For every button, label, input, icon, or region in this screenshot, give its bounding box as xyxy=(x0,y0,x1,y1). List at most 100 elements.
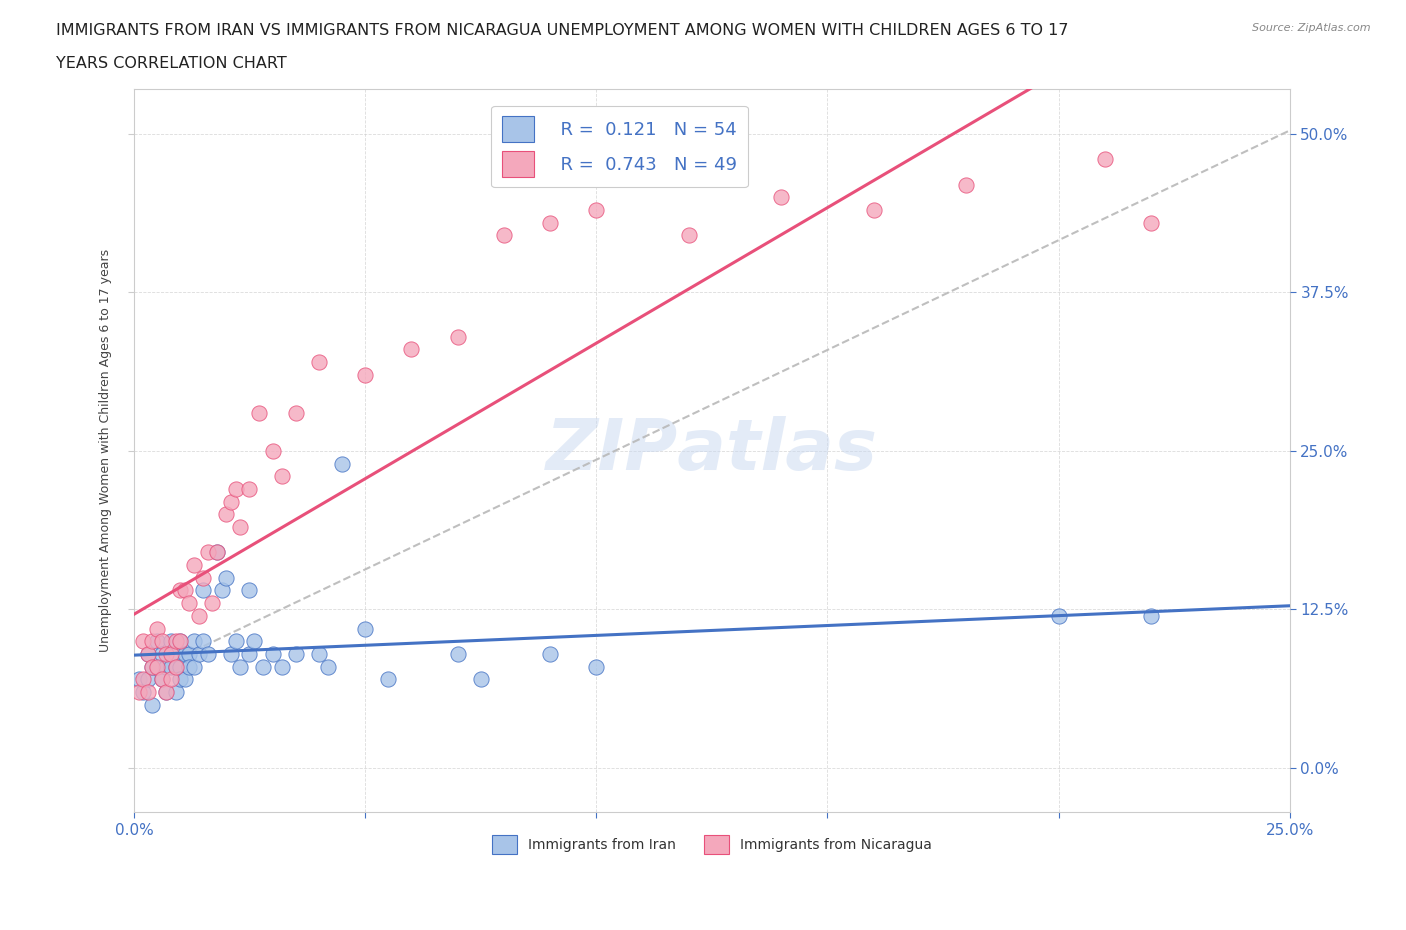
Point xyxy=(165,633,187,648)
Point xyxy=(136,671,159,686)
Point xyxy=(238,646,260,661)
Point xyxy=(308,354,330,369)
Point xyxy=(146,621,169,636)
Point xyxy=(150,646,173,661)
Point xyxy=(128,684,150,699)
Point xyxy=(183,633,205,648)
Point xyxy=(770,190,793,205)
Point xyxy=(165,684,187,699)
Point xyxy=(136,646,159,661)
Point xyxy=(155,646,177,661)
Point xyxy=(146,659,169,674)
Point xyxy=(169,671,191,686)
Point xyxy=(150,671,173,686)
Point xyxy=(215,570,238,585)
Point xyxy=(1140,608,1163,623)
Y-axis label: Unemployment Among Women with Children Ages 6 to 17 years: Unemployment Among Women with Children A… xyxy=(100,249,112,653)
Point xyxy=(150,633,173,648)
Point xyxy=(1047,608,1070,623)
Point xyxy=(538,646,561,661)
Point xyxy=(284,646,307,661)
Point xyxy=(229,659,252,674)
Point xyxy=(165,659,187,674)
Point xyxy=(193,583,215,598)
Point xyxy=(193,570,215,585)
Point xyxy=(165,646,187,661)
Point xyxy=(160,671,183,686)
Point xyxy=(308,646,330,661)
Point xyxy=(955,177,977,192)
Point xyxy=(173,671,195,686)
Point xyxy=(197,545,219,560)
Point xyxy=(169,633,191,648)
Point xyxy=(205,545,228,560)
Point xyxy=(211,583,233,598)
Point xyxy=(238,482,260,497)
Point xyxy=(136,646,159,661)
Point xyxy=(132,633,155,648)
Point xyxy=(160,646,183,661)
Point xyxy=(141,659,163,674)
Point xyxy=(179,659,201,674)
Text: IMMIGRANTS FROM IRAN VS IMMIGRANTS FROM NICARAGUA UNEMPLOYMENT AMONG WOMEN WITH : IMMIGRANTS FROM IRAN VS IMMIGRANTS FROM … xyxy=(56,23,1069,38)
Point xyxy=(354,367,377,382)
Point xyxy=(141,698,163,712)
Point xyxy=(330,456,353,471)
Point xyxy=(173,646,195,661)
Point xyxy=(169,633,191,648)
Point xyxy=(146,659,169,674)
Text: ZIP​atlas: ZIP​atlas xyxy=(546,417,877,485)
Point xyxy=(132,671,155,686)
Point xyxy=(585,203,607,218)
Point xyxy=(160,633,183,648)
Point xyxy=(243,633,266,648)
Point xyxy=(136,684,159,699)
Point xyxy=(262,444,284,458)
Point xyxy=(155,684,177,699)
Point xyxy=(538,215,561,230)
Point xyxy=(146,633,169,648)
Point xyxy=(197,646,219,661)
Point xyxy=(225,633,247,648)
Point xyxy=(173,583,195,598)
Point xyxy=(187,608,209,623)
Point xyxy=(169,583,191,598)
Point xyxy=(165,659,187,674)
Point xyxy=(862,203,884,218)
Point xyxy=(229,520,252,535)
Point xyxy=(377,671,399,686)
Point xyxy=(183,558,205,573)
Point xyxy=(169,659,191,674)
Point xyxy=(141,659,163,674)
Text: Source: ZipAtlas.com: Source: ZipAtlas.com xyxy=(1253,23,1371,33)
Point xyxy=(262,646,284,661)
Point xyxy=(219,494,242,509)
Point xyxy=(238,583,260,598)
Text: YEARS CORRELATION CHART: YEARS CORRELATION CHART xyxy=(56,56,287,71)
Point xyxy=(132,684,155,699)
Point xyxy=(270,469,292,484)
Point xyxy=(247,405,270,420)
Point xyxy=(446,646,468,661)
Point xyxy=(446,329,468,344)
Point xyxy=(225,482,247,497)
Point xyxy=(284,405,307,420)
Point xyxy=(492,228,515,243)
Point xyxy=(201,596,224,611)
Point xyxy=(1094,152,1116,166)
Point xyxy=(354,621,377,636)
Point xyxy=(215,507,238,522)
Point xyxy=(155,659,177,674)
Point xyxy=(401,342,423,357)
Legend: Immigrants from Iran, Immigrants from Nicaragua: Immigrants from Iran, Immigrants from Ni… xyxy=(486,829,938,859)
Point xyxy=(1140,215,1163,230)
Point xyxy=(179,596,201,611)
Point xyxy=(270,659,292,674)
Point xyxy=(155,684,177,699)
Point xyxy=(252,659,274,674)
Point xyxy=(205,545,228,560)
Point xyxy=(316,659,339,674)
Point xyxy=(187,646,209,661)
Point xyxy=(183,659,205,674)
Point xyxy=(128,671,150,686)
